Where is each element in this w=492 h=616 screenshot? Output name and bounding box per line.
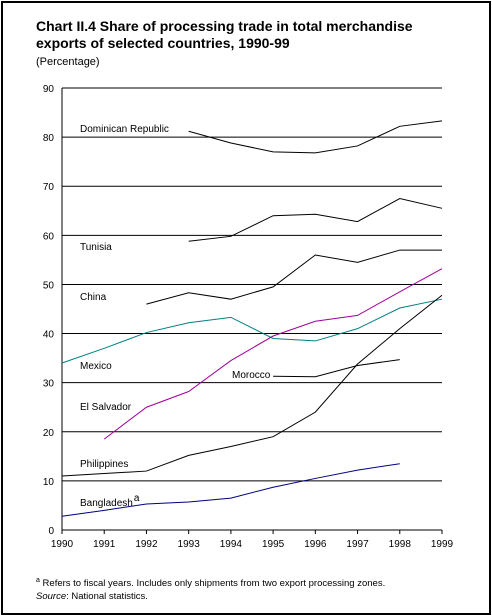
series-label: El Salvador: [80, 402, 132, 413]
chart-subtitle: (Percentage): [36, 56, 100, 68]
series-label: Tunisia: [80, 242, 112, 253]
y-tick-label: 20: [43, 428, 55, 439]
y-tick-label: 40: [43, 330, 55, 341]
footnote-marker: a: [134, 493, 140, 504]
source-label: Source: [36, 591, 67, 603]
series-label: Morocco: [232, 370, 271, 381]
series-line: [61, 294, 443, 477]
series-label: Dominican Republic: [80, 124, 169, 135]
source-row: Source: National statistics.: [36, 590, 385, 603]
x-tick-label: 1999: [431, 539, 454, 550]
x-tick-label: 1998: [389, 539, 412, 550]
x-tick-label: 1991: [93, 539, 116, 550]
series-line: [188, 197, 443, 242]
series-line: [146, 249, 442, 305]
series-label: Mexico: [80, 361, 112, 372]
footnotes: a Refers to fiscal years. Includes only …: [36, 574, 385, 603]
footnote-marker: a: [36, 577, 40, 584]
series-line: [61, 298, 443, 364]
y-tick-label: 50: [43, 280, 55, 291]
footnote: Refers to fiscal years. Includes only sh…: [42, 578, 386, 590]
x-tick-label: 1992: [135, 539, 158, 550]
footnote-row: a Refers to fiscal years. Includes only …: [36, 574, 385, 590]
x-tick-label: 1994: [220, 539, 243, 550]
y-tick-label: 30: [43, 379, 55, 390]
series-line: [188, 120, 443, 154]
series-label: Bangladesh: [80, 498, 133, 509]
source-text: : National statistics.: [66, 591, 148, 603]
y-tick-label: 0: [48, 526, 54, 537]
x-tick-label: 1990: [51, 539, 74, 550]
series-line: [61, 463, 400, 517]
series-label: Philippines: [80, 459, 128, 470]
x-tick-label: 1996: [304, 539, 327, 550]
y-tick-label: 90: [43, 84, 55, 95]
series-line: [103, 268, 443, 440]
y-tick-label: 70: [43, 182, 55, 193]
x-tick-label: 1997: [346, 539, 369, 550]
x-tick-label: 1995: [262, 539, 285, 550]
series-label: China: [80, 292, 107, 303]
chart-title: Chart II.4 Share of processing trade in …: [36, 18, 413, 51]
x-tick-label: 1993: [178, 539, 201, 550]
series-line: [273, 359, 400, 378]
y-tick-label: 80: [43, 133, 55, 144]
y-tick-label: 60: [43, 231, 55, 242]
y-tick-label: 10: [43, 477, 55, 488]
